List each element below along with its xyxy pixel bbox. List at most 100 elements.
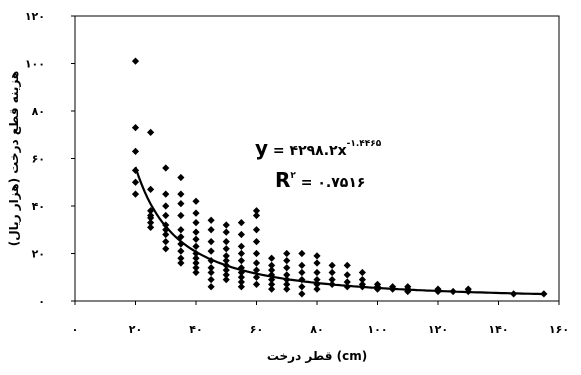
- data-point: [328, 261, 336, 269]
- y-tick-label: ۱۰۰: [25, 58, 45, 71]
- data-point: [313, 276, 321, 284]
- y-tick-label: ۸۰: [32, 105, 45, 118]
- data-point: [177, 173, 185, 182]
- data-point: [328, 268, 336, 277]
- data-point: [147, 219, 155, 227]
- data-point: [192, 219, 200, 227]
- data-point: [147, 214, 155, 222]
- data-point: [192, 242, 200, 250]
- data-point: [192, 254, 200, 262]
- data-point: [268, 261, 276, 269]
- data-point: [298, 249, 306, 258]
- data-point: [252, 207, 261, 215]
- data-point: [162, 238, 170, 246]
- y-tick-label: ۱۲۰: [25, 10, 45, 23]
- data-point: [237, 257, 245, 265]
- data-point: [237, 273, 245, 281]
- data-point: [252, 280, 261, 288]
- data-point: [252, 226, 261, 234]
- data-point: [192, 264, 200, 272]
- x-tick-label: ۴۰: [189, 323, 202, 336]
- data-point: [222, 221, 230, 229]
- data-point: [298, 283, 306, 291]
- data-point: [207, 283, 215, 291]
- data-point: [222, 238, 230, 246]
- data-point: [162, 202, 170, 210]
- data-point: [252, 211, 261, 220]
- data-point: [192, 235, 200, 243]
- data-point: [177, 226, 185, 234]
- power-trendline: [134, 166, 544, 296]
- data-point: [207, 247, 215, 255]
- data-point: [131, 178, 140, 186]
- data-point: [222, 266, 230, 274]
- data-point: [131, 124, 140, 132]
- data-point: [298, 261, 306, 269]
- data-point: [147, 185, 155, 193]
- data-point: [222, 257, 230, 265]
- x-tick-label: ۱۴۰: [488, 323, 508, 336]
- data-point: [177, 247, 185, 255]
- data-point: [147, 128, 155, 136]
- x-tick-label: ۱۲۰: [428, 323, 448, 336]
- data-point: [207, 238, 215, 246]
- data-point: [147, 223, 155, 231]
- data-point: [222, 228, 230, 236]
- data-point: [131, 147, 140, 155]
- data-point: [162, 230, 170, 239]
- data-point: [283, 257, 291, 265]
- data-point: [268, 280, 276, 288]
- data-point: [207, 276, 215, 284]
- data-point: [283, 280, 291, 288]
- x-tick-label: ۶۰: [250, 323, 263, 336]
- data-point: [343, 261, 351, 269]
- data-point: [283, 249, 291, 258]
- data-point: [283, 285, 291, 293]
- data-point: [328, 276, 336, 284]
- data-point: [192, 209, 200, 217]
- data-point: [252, 266, 261, 274]
- data-point: [283, 271, 291, 279]
- data-point: [268, 254, 276, 262]
- data-point: [313, 252, 321, 260]
- data-point: [162, 164, 170, 172]
- data-point: [131, 190, 140, 198]
- x-tick-label: ۰: [72, 323, 79, 336]
- data-point: [298, 290, 306, 298]
- data-point: [222, 245, 230, 253]
- data-point: [268, 285, 276, 293]
- data-point: [192, 197, 200, 205]
- data-point: [313, 259, 321, 267]
- data-point: [313, 285, 321, 293]
- data-point: [252, 259, 261, 267]
- data-point: [162, 190, 170, 198]
- y-axis-label: هزینه قطع درخت (هزار ریال): [7, 71, 21, 246]
- data-point: [177, 211, 185, 220]
- data-point: [177, 259, 185, 267]
- data-point: [343, 271, 351, 279]
- data-point: [177, 200, 185, 208]
- data-point: [131, 57, 140, 65]
- data-point: [207, 264, 215, 272]
- data-point: [237, 230, 245, 239]
- data-point: [237, 283, 245, 291]
- data-point: [343, 278, 351, 286]
- y-tick-label: ۶۰: [32, 153, 45, 166]
- data-point: [162, 245, 170, 253]
- data-point: [207, 216, 215, 224]
- x-tick-label: ۲۰: [129, 323, 142, 336]
- data-point: [268, 266, 276, 274]
- data-point: [222, 276, 230, 284]
- data-point: [162, 211, 170, 220]
- data-point: [252, 249, 261, 258]
- data-point: [358, 268, 366, 277]
- data-point: [283, 264, 291, 272]
- data-point: [222, 252, 230, 260]
- data-point: [192, 228, 200, 236]
- data-point: [237, 249, 245, 258]
- x-tick-label: ۱۶۰: [549, 323, 569, 336]
- data-point: [313, 268, 321, 277]
- data-point: [298, 268, 306, 277]
- trendline-equation: y = ۴۲۹۸.۲x-۱.۴۴۶۵: [255, 136, 382, 160]
